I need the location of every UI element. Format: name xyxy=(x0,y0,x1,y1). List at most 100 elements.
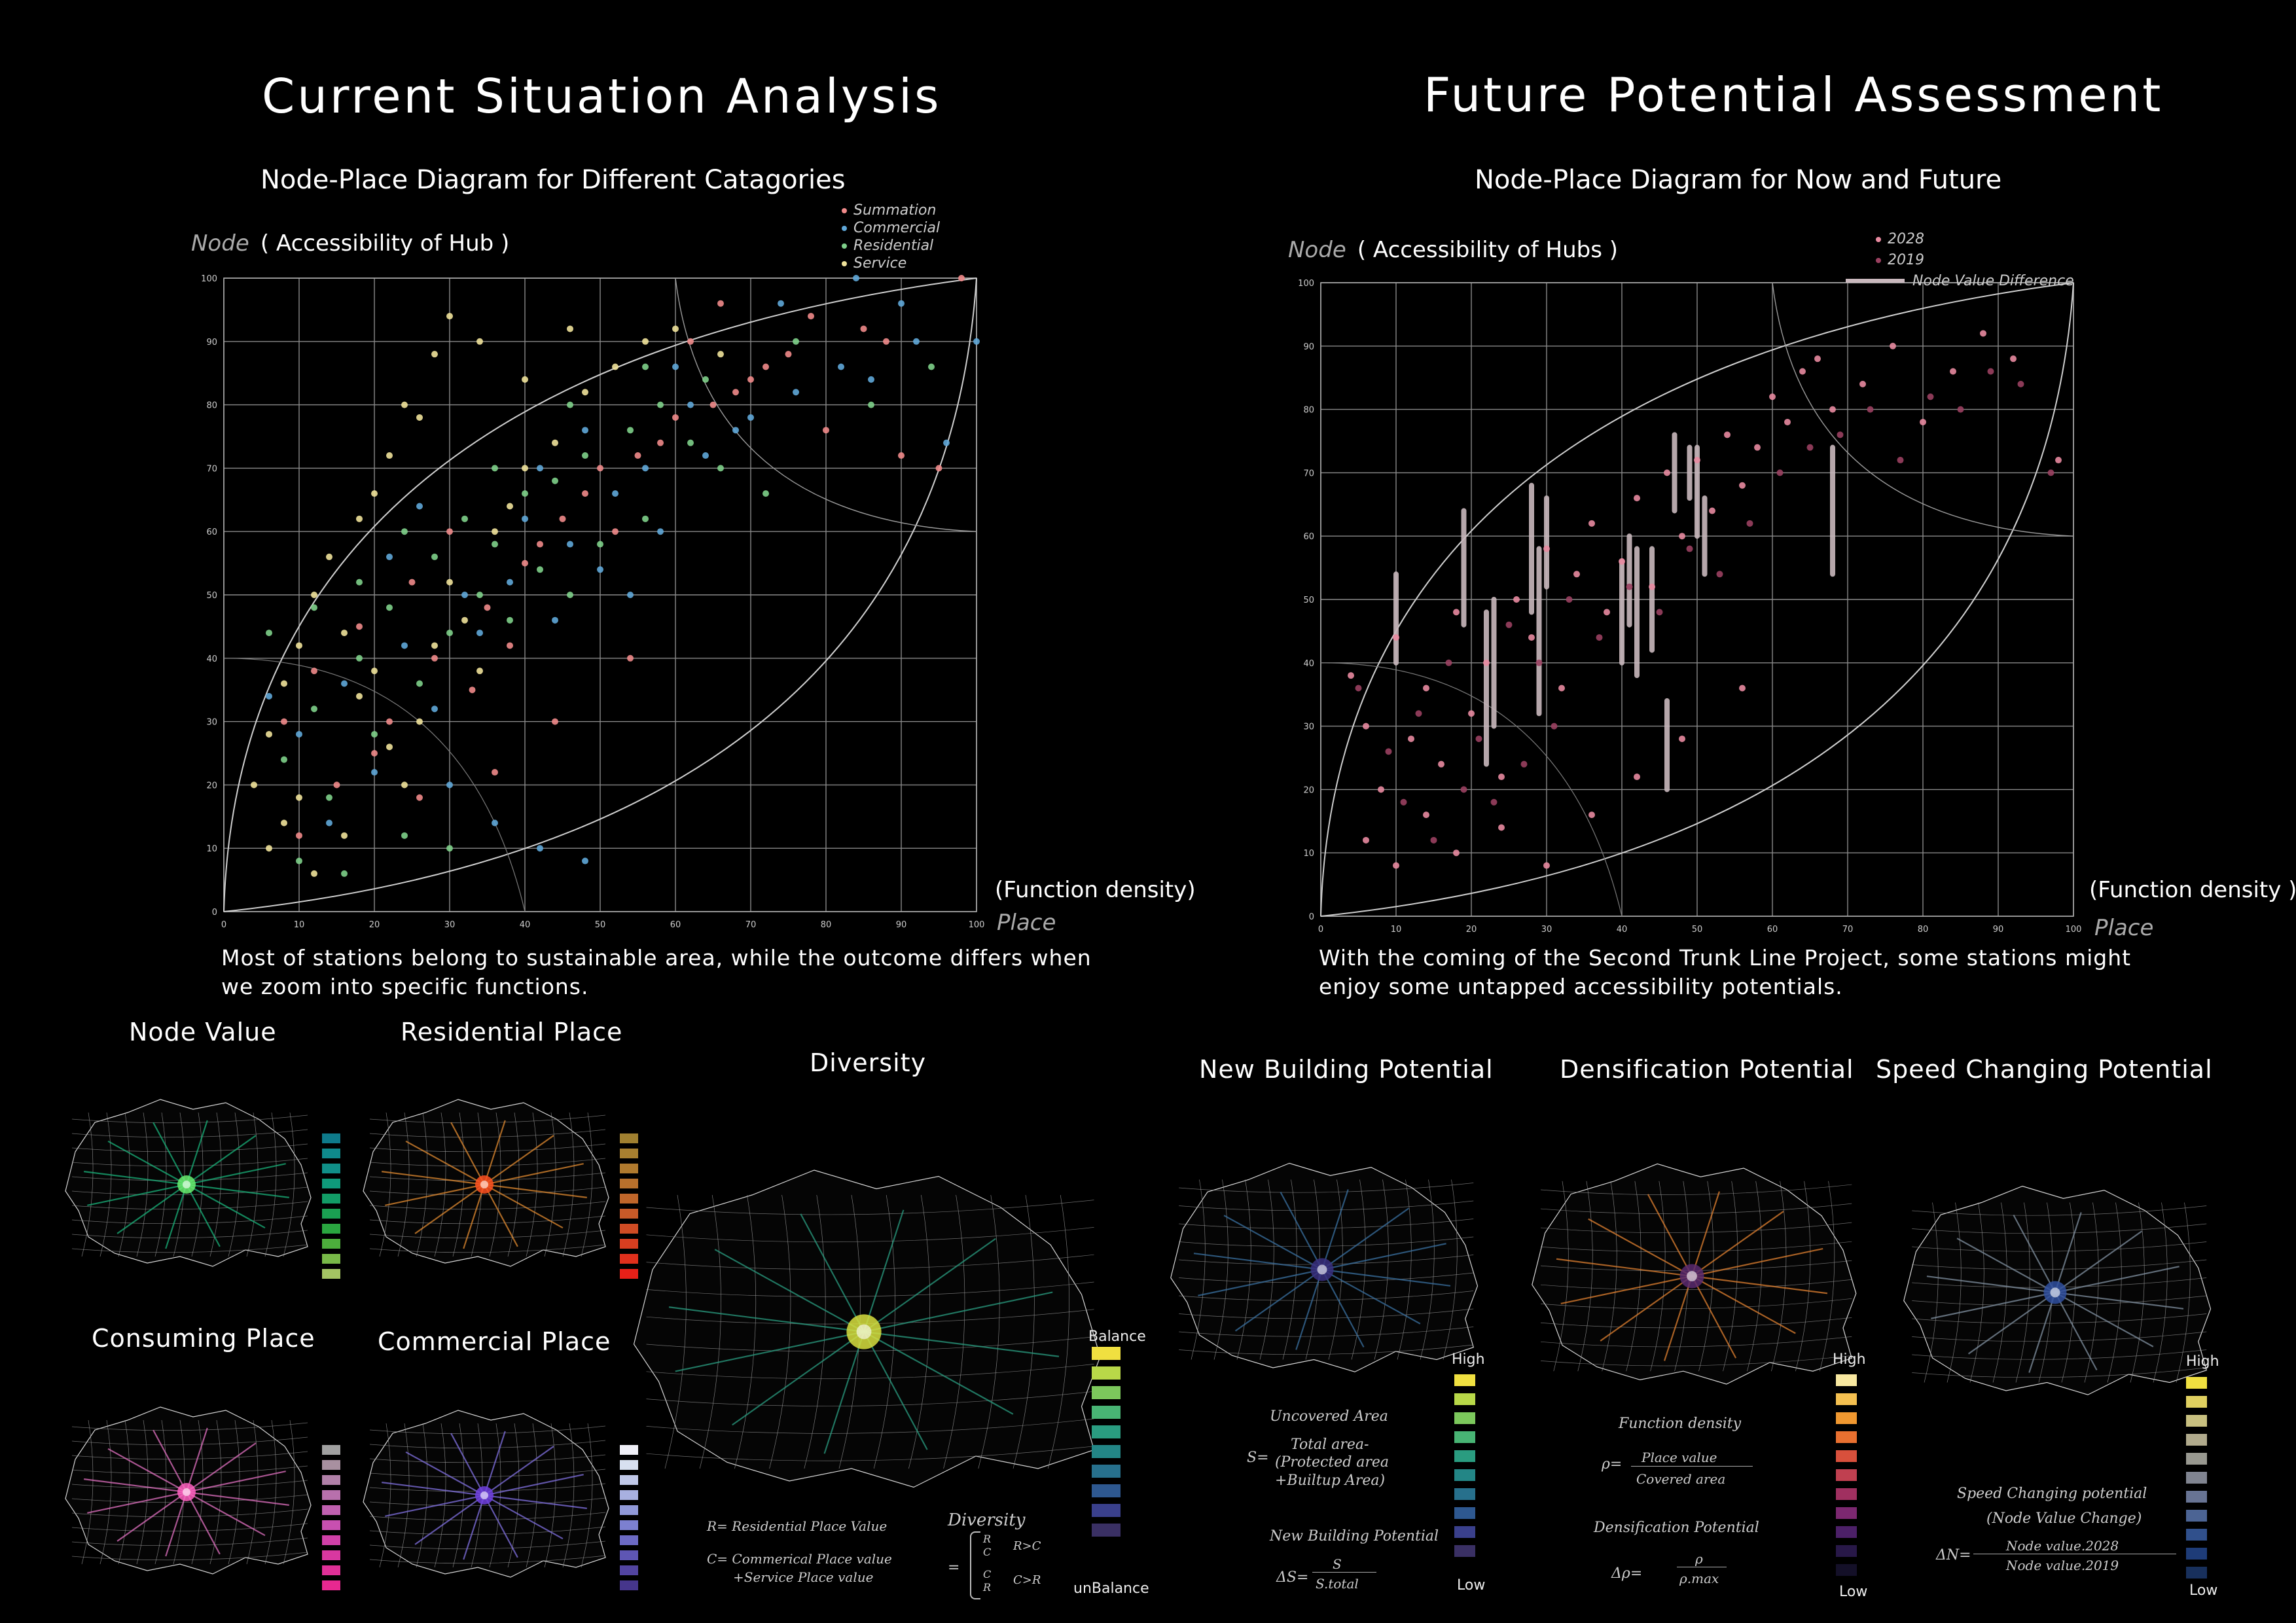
district-line xyxy=(264,1112,277,1257)
district-line xyxy=(978,1194,1000,1469)
rail-line xyxy=(450,1433,485,1496)
data-point-commercial xyxy=(341,680,348,687)
legend-label-commercial: Commercial xyxy=(853,220,940,236)
data-point-summation xyxy=(634,452,641,459)
y-tick-label: 80 xyxy=(206,401,217,411)
data-point-summation xyxy=(958,275,965,281)
legend-swatch-residential-place xyxy=(620,1224,638,1234)
data-point-summation xyxy=(732,389,739,396)
data-point-service xyxy=(266,845,272,852)
data-point-service xyxy=(371,668,378,675)
district-line xyxy=(71,1508,308,1518)
data-point-commercial xyxy=(868,376,874,383)
diversity-legend-bottom-label: unBalance xyxy=(1073,1580,1149,1597)
legend-swatch-consuming-place xyxy=(322,1580,340,1590)
x-tick-label: 20 xyxy=(369,920,380,930)
rail-line xyxy=(1193,1253,1323,1271)
data-point-summation xyxy=(469,687,476,694)
data-point-summation xyxy=(935,465,942,472)
data-point-residential xyxy=(296,857,302,865)
district-line xyxy=(646,1364,1094,1380)
data-point-residential xyxy=(386,604,393,611)
data-point-2019 xyxy=(1490,798,1498,806)
data-point-2028 xyxy=(2010,355,2017,363)
data-point-2028 xyxy=(1739,685,1746,692)
data-point-service xyxy=(251,781,257,789)
y-tick-label: 100 xyxy=(1298,279,1314,289)
district-line xyxy=(1374,1179,1389,1360)
data-point-summation xyxy=(717,300,724,307)
data-point-service xyxy=(522,376,528,383)
district-line xyxy=(99,1112,112,1257)
data-point-2019 xyxy=(1686,545,1693,552)
rail-line xyxy=(1691,1211,1784,1277)
legend-label-2028: 2028 xyxy=(1888,231,1924,247)
legend-swatch-commercial-place xyxy=(620,1580,638,1590)
data-point-residential xyxy=(341,870,348,877)
rail-line xyxy=(863,1331,928,1450)
district-line xyxy=(118,1419,130,1565)
district-line xyxy=(369,1115,606,1124)
data-point-2028 xyxy=(1769,393,1776,401)
data-point-residential xyxy=(281,756,287,763)
legend-swatch-node-value xyxy=(322,1254,340,1264)
rail-line xyxy=(1321,1243,1446,1271)
data-point-summation xyxy=(311,668,317,675)
legend-swatch-speed-changing xyxy=(2186,1434,2207,1446)
legend-swatch-diversity xyxy=(1092,1524,1121,1537)
x-tick-label: 40 xyxy=(520,920,531,930)
diversity-c-definition: C= Commerical Place value xyxy=(707,1551,892,1567)
district-line xyxy=(283,1112,295,1257)
data-point-2019 xyxy=(1867,406,1874,413)
data-point-service xyxy=(281,680,287,687)
rail-line xyxy=(2028,1292,2056,1373)
data-point-commercial xyxy=(687,401,694,408)
data-point-2028 xyxy=(1679,735,1685,742)
data-point-2019 xyxy=(1957,406,1964,413)
district-line xyxy=(71,1201,308,1210)
district-line xyxy=(71,1451,308,1460)
rail-line xyxy=(823,1331,865,1454)
nb-uncovered-label: Uncovered Area xyxy=(1270,1408,1388,1425)
district-line xyxy=(544,1423,556,1568)
rail-line xyxy=(463,1184,486,1249)
legend-swatch-speed-changing xyxy=(2186,1396,2207,1408)
data-point-2019 xyxy=(1656,609,1663,616)
legend-swatch-speed-changing xyxy=(2186,1415,2207,1427)
district-line xyxy=(804,1194,826,1469)
district-line xyxy=(228,1112,240,1257)
rail-line xyxy=(2054,1292,2098,1371)
district-line xyxy=(646,1200,1094,1215)
data-point-summation xyxy=(612,528,619,535)
district-line xyxy=(1420,1179,1435,1360)
map-title-residential-place: Residential Place xyxy=(401,1018,623,1046)
district-line xyxy=(1047,1194,1069,1469)
district-line xyxy=(1179,1327,1474,1337)
district-line xyxy=(369,1555,606,1564)
data-point-service xyxy=(522,465,528,472)
data-point-residential xyxy=(868,401,874,408)
data-point-2028 xyxy=(1573,571,1580,578)
district-line xyxy=(118,1112,130,1257)
legend-swatch-residential-place xyxy=(620,1149,638,1158)
data-point-service xyxy=(296,794,302,801)
right-x-axis-text: (Function density ) xyxy=(2089,877,2296,903)
district-line xyxy=(71,1537,308,1546)
rail-line xyxy=(186,1183,289,1198)
district-line xyxy=(664,1194,687,1469)
x-tick-label: 30 xyxy=(444,920,456,930)
legend-swatch-consuming-place xyxy=(322,1565,340,1575)
district-line xyxy=(71,1186,308,1196)
diversity-bot-num: C xyxy=(983,1568,992,1580)
district-line xyxy=(1191,1179,1206,1360)
rail-line xyxy=(186,1491,221,1555)
district-line xyxy=(209,1419,222,1565)
rail-line xyxy=(186,1163,286,1186)
data-point-2019 xyxy=(1806,444,1814,451)
district-line xyxy=(1540,1279,1852,1291)
district-line xyxy=(71,1422,308,1431)
data-point-service xyxy=(281,819,287,827)
rail-line xyxy=(186,1491,266,1537)
district-line xyxy=(397,1423,410,1568)
data-point-service xyxy=(476,338,483,345)
